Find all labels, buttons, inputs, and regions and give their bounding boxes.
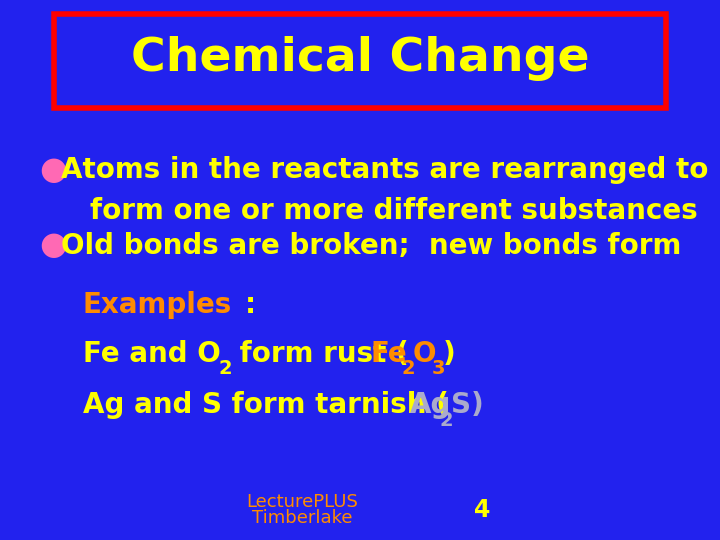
Text: Ag: Ag [410,391,451,419]
FancyBboxPatch shape [54,14,666,108]
Text: S): S) [451,391,484,419]
Text: LecturePLUS: LecturePLUS [246,493,359,511]
Text: Atoms in the reactants are rearranged to: Atoms in the reactants are rearranged to [61,156,708,184]
Text: 3: 3 [431,359,445,379]
Text: form rust (: form rust ( [230,340,409,368]
Text: Examples: Examples [83,291,232,319]
Text: Timberlake: Timberlake [252,509,353,528]
Text: 2: 2 [401,359,415,379]
Text: ●: ● [40,154,68,186]
Text: :: : [245,291,256,319]
Text: Chemical Change: Chemical Change [131,36,589,81]
Text: ): ) [443,340,456,368]
Text: form one or more different substances: form one or more different substances [90,197,698,225]
Text: O: O [413,340,436,368]
Text: Old bonds are broken;  new bonds form: Old bonds are broken; new bonds form [61,232,682,260]
Text: Ag and S form tarnish (: Ag and S form tarnish ( [83,391,449,419]
Text: 2: 2 [440,410,454,430]
Text: Fe: Fe [371,340,408,368]
Text: Fe and O: Fe and O [83,340,220,368]
Text: ●: ● [40,230,68,261]
Text: 2: 2 [218,359,232,379]
Text: 4: 4 [474,498,490,522]
